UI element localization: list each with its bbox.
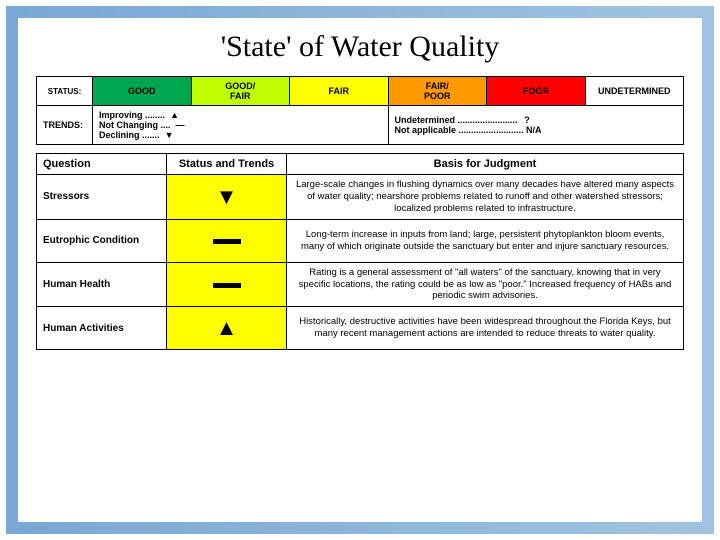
col-status-trends: Status and Trends: [167, 154, 287, 175]
trends-label: TRENDS:: [37, 106, 93, 145]
table-row: Human Activities ▲ Historically, destruc…: [37, 307, 684, 350]
status-cell: ▼: [167, 175, 287, 220]
basis-cell: Historically, destructive activities hav…: [287, 307, 684, 350]
status-cell: ▲: [167, 307, 287, 350]
bar-icon: [213, 283, 241, 288]
status-cell: [167, 219, 287, 262]
col-question: Question: [37, 154, 167, 175]
status-undetermined: UNDETERMINED: [585, 77, 684, 106]
basis-cell: Rating is a general assessment of "all w…: [287, 262, 684, 307]
col-basis: Basis for Judgment: [287, 154, 684, 175]
status-fair: FAIR: [290, 77, 389, 106]
status-good: GOOD: [93, 77, 192, 106]
status-good-fair: GOOD/ FAIR: [191, 77, 290, 106]
table-row: Stressors ▼ Large-scale changes in flush…: [37, 175, 684, 220]
trends-right: Undetermined ........................ ? …: [388, 106, 684, 145]
trends-left: Improving ........ ▲ Not Changing .... —…: [93, 106, 389, 145]
status-cell: [167, 262, 287, 307]
question-cell: Eutrophic Condition: [37, 219, 167, 262]
basis-cell: Large-scale changes in flushing dynamics…: [287, 175, 684, 220]
status-fair-poor: FAIR/ POOR: [388, 77, 487, 106]
question-cell: Stressors: [37, 175, 167, 220]
basis-cell: Long-term increase in inputs from land; …: [287, 219, 684, 262]
page-title: 'State' of Water Quality: [36, 30, 684, 64]
bar-icon: [213, 239, 241, 244]
main-table: Question Status and Trends Basis for Jud…: [36, 153, 684, 350]
table-row: Eutrophic Condition Long-term increase i…: [37, 219, 684, 262]
status-legend: STATUS: GOOD GOOD/ FAIR FAIR FAIR/ POOR …: [36, 76, 684, 145]
question-cell: Human Health: [37, 262, 167, 307]
question-cell: Human Activities: [37, 307, 167, 350]
table-row: Human Health Rating is a general assessm…: [37, 262, 684, 307]
status-poor: POOR: [487, 77, 586, 106]
status-label: STATUS:: [37, 77, 93, 106]
